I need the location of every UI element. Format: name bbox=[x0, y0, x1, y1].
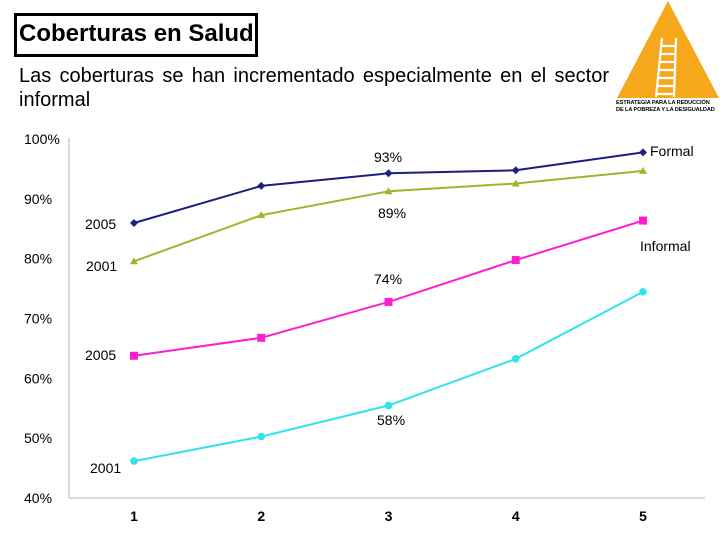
data-point-informal-2001 bbox=[384, 401, 393, 410]
data-point-formal-2001 bbox=[257, 211, 266, 219]
label-formal: Formal bbox=[650, 143, 694, 159]
data-point-formal-2005 bbox=[639, 148, 647, 157]
y-tick-labels: 40% 50% 60% 70% 80% 90% 100% bbox=[24, 131, 60, 506]
y-tick-label: 100% bbox=[24, 131, 60, 147]
page-title: Coberturas en Salud bbox=[14, 13, 258, 57]
series-markers bbox=[130, 148, 647, 465]
page-subtitle: Las coberturas se han incrementado espec… bbox=[19, 65, 609, 111]
label-value-74: 74% bbox=[374, 271, 402, 287]
logo-caption: ESTRATEGIA PARA LA REDUCCIÓN DE LA POBRE… bbox=[616, 100, 720, 114]
data-point-formal-2001 bbox=[639, 166, 647, 174]
y-tick-label: 40% bbox=[24, 490, 52, 506]
x-tick-label: 4 bbox=[512, 508, 520, 524]
y-tick-label: 60% bbox=[24, 370, 52, 386]
logo-ladder bbox=[654, 37, 678, 98]
data-point-informal-2005 bbox=[130, 351, 138, 360]
data-point-formal-2005 bbox=[257, 181, 266, 190]
label-formal-2005: 2005 bbox=[85, 216, 116, 232]
data-point-formal-2005 bbox=[511, 166, 520, 175]
data-point-informal-2001 bbox=[639, 287, 647, 296]
data-point-informal-2001 bbox=[511, 354, 520, 363]
data-point-informal-2005 bbox=[257, 333, 266, 342]
label-informal: Informal bbox=[640, 238, 691, 254]
x-tick-label: 5 bbox=[639, 508, 647, 524]
logo-caption-line2: DE LA POBREZA Y LA DESIGUALDAD bbox=[616, 107, 715, 113]
label-formal-2001: 2001 bbox=[86, 258, 117, 274]
data-point-formal-2005 bbox=[384, 169, 393, 178]
coverage-line-chart: 40% 50% 60% 70% 80% 90% 100% 1 2 3 4 5 Formal Info… bbox=[24, 131, 705, 524]
series-line-informal-2005 bbox=[133, 219, 644, 357]
annotations: Formal Informal 2005 2001 2005 2001 93% … bbox=[85, 143, 694, 476]
x-tick-labels: 1 2 3 4 5 bbox=[130, 508, 647, 524]
label-value-89: 89% bbox=[378, 205, 406, 221]
data-point-informal-2001 bbox=[130, 457, 138, 465]
data-point-formal-2001 bbox=[384, 187, 393, 195]
y-tick-label: 70% bbox=[24, 311, 52, 327]
data-point-formal-2005 bbox=[130, 218, 138, 227]
y-tick-label: 90% bbox=[24, 191, 52, 207]
data-point-informal-2005 bbox=[511, 256, 520, 265]
x-tick-label: 2 bbox=[257, 508, 265, 524]
x-tick-label: 3 bbox=[385, 508, 393, 524]
data-point-informal-2005 bbox=[639, 216, 647, 225]
y-tick-label: 50% bbox=[24, 430, 52, 446]
label-informal-2001: 2001 bbox=[90, 460, 121, 476]
data-point-formal-2001 bbox=[511, 179, 520, 187]
label-value-58: 58% bbox=[377, 412, 405, 428]
chart-axes bbox=[68, 138, 705, 499]
series-line-informal-2001 bbox=[133, 290, 644, 463]
logo-caption-line1: ESTRATEGIA PARA LA REDUCCIÓN bbox=[616, 100, 710, 106]
data-point-informal-2005 bbox=[384, 297, 393, 306]
label-informal-2005: 2005 bbox=[85, 347, 116, 363]
data-point-informal-2001 bbox=[257, 432, 266, 441]
ladder-triangle-icon bbox=[617, 1, 719, 98]
data-point-formal-2001 bbox=[130, 257, 138, 265]
y-tick-label: 80% bbox=[24, 251, 52, 267]
logo-triangle bbox=[617, 1, 719, 98]
x-tick-label: 1 bbox=[130, 508, 138, 524]
label-value-93: 93% bbox=[374, 149, 402, 165]
